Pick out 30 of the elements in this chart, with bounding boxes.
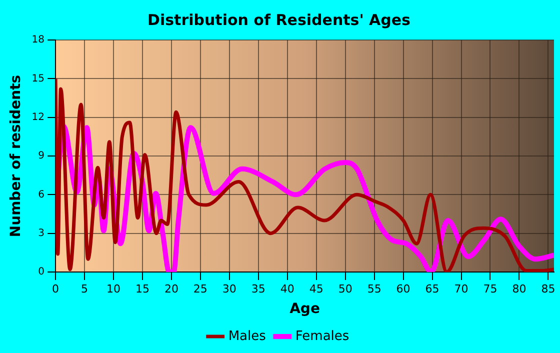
y-tick-label: 9	[38, 150, 45, 162]
x-tick-label: 65	[425, 282, 440, 296]
x-tick-label: 0	[52, 282, 60, 296]
x-tick-label: 35	[251, 282, 266, 296]
x-axis-title: Age	[290, 301, 320, 318]
x-tick-label: 40	[280, 282, 294, 296]
y-tick-label: 6	[38, 189, 45, 200]
x-tick-label: 75	[483, 282, 498, 296]
x-tick-label: 10	[106, 282, 120, 296]
y-axis-title: Number of residents	[8, 74, 24, 238]
legend-label: Females	[295, 328, 350, 344]
x-tick-label: 20	[164, 282, 178, 296]
chart-title: Distribution of Residents' Ages	[148, 10, 411, 29]
x-tick-label: 5	[81, 282, 88, 296]
x-tick-label: 25	[193, 282, 208, 296]
x-tick-label: 80	[512, 282, 526, 296]
y-tick-label: 0	[38, 266, 45, 278]
y-tick-label: 3	[38, 228, 45, 239]
x-tick-label: 45	[309, 282, 324, 296]
x-tick-label: 70	[454, 282, 468, 296]
y-tick-label: 15	[32, 73, 45, 84]
legend-label: Males	[228, 328, 266, 344]
x-tick-label: 55	[367, 282, 382, 296]
x-tick-label: 50	[338, 282, 352, 296]
y-tick-label: 12	[32, 112, 45, 123]
x-tick-label: 85	[541, 282, 556, 296]
x-tick-label: 30	[222, 282, 236, 296]
y-tick-label: 18	[32, 34, 45, 46]
x-tick-label: 15	[135, 282, 150, 296]
x-tick-label: 60	[396, 282, 410, 296]
